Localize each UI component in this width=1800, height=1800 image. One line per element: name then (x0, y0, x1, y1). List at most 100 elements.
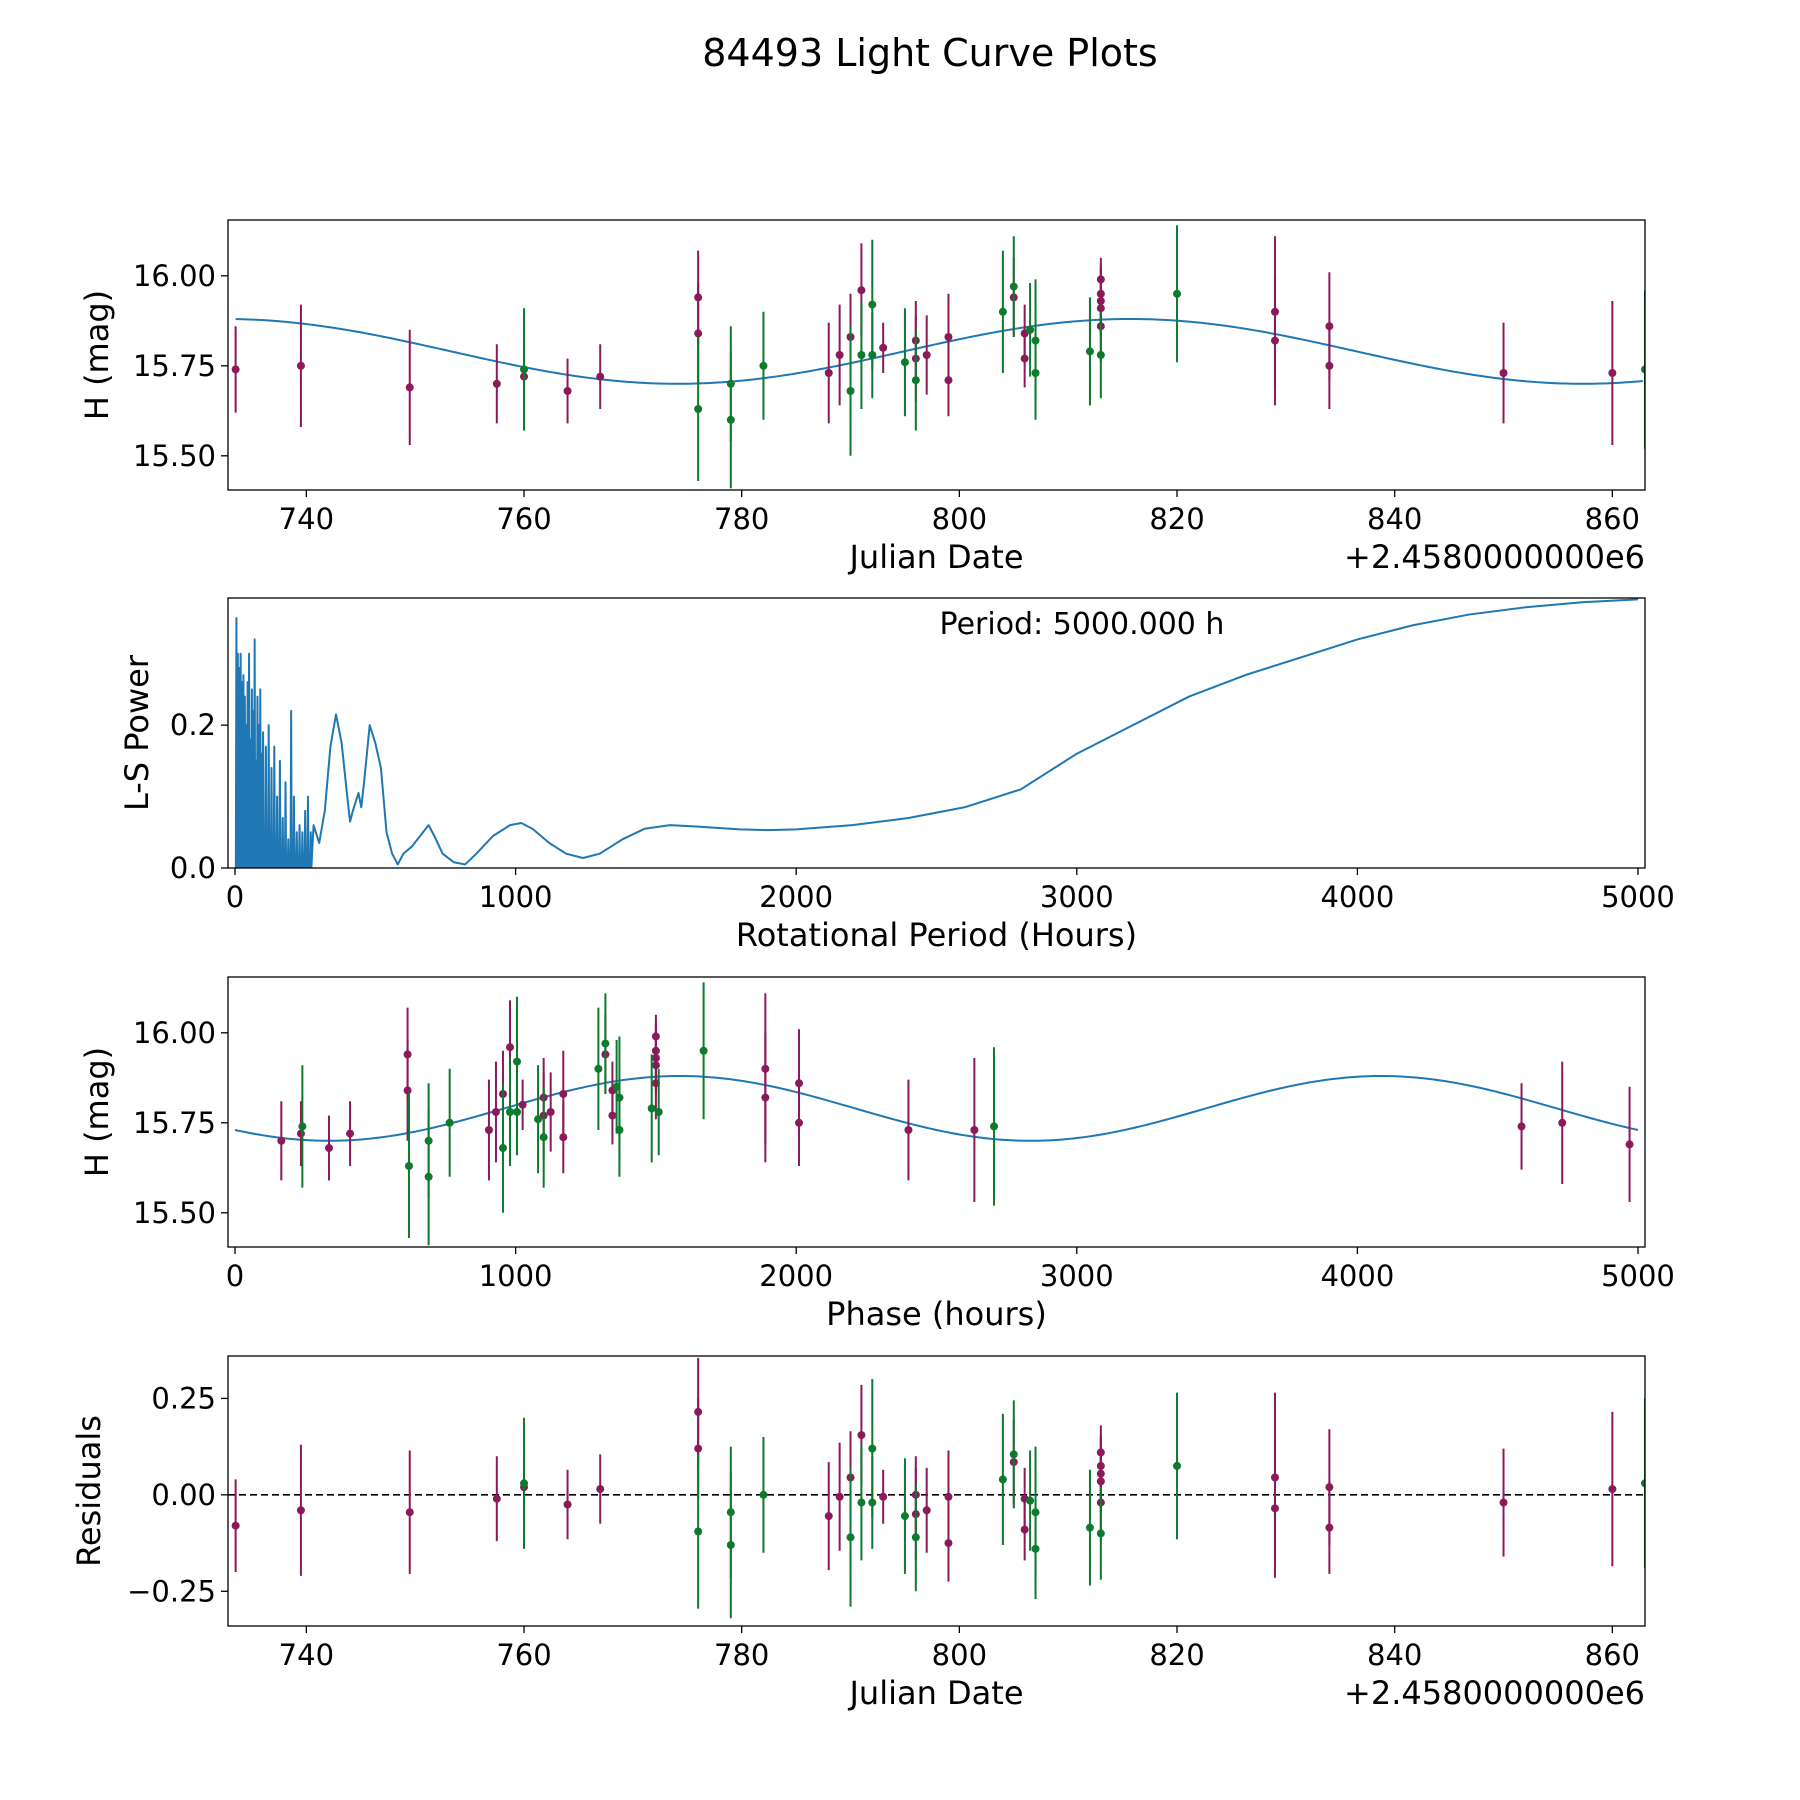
phased-data-point (513, 1058, 521, 1066)
residuals-data-point (694, 1528, 702, 1536)
residuals-xtick-label: 780 (714, 1638, 769, 1672)
residuals-data-point (1173, 1462, 1181, 1470)
phased-xtick-label: 1000 (479, 1259, 553, 1293)
periodogram-ytick-label: 0.2 (170, 708, 216, 742)
residuals-data-point (1026, 1497, 1034, 1505)
residuals-data-point (857, 1499, 865, 1507)
residuals-xtick-label: 840 (1367, 1638, 1422, 1672)
lightcurve-data-point (1032, 369, 1040, 377)
phased-data-point (499, 1144, 507, 1152)
phased-ytick-label: 16.00 (133, 1016, 216, 1050)
phased-data-point (1558, 1119, 1566, 1127)
lightcurve-model-curve (236, 319, 1643, 384)
phased-model-curve (235, 1076, 1638, 1141)
lightcurve-xtick-label: 820 (1149, 502, 1204, 536)
periodogram-xlabel: Rotational Period (Hours) (736, 916, 1137, 954)
lightcurve-ytick-label: 15.75 (133, 349, 216, 383)
lightcurve-data-point (1086, 347, 1094, 355)
lightcurve-maroon-series (232, 236, 1617, 445)
lightcurve-data-point (232, 365, 240, 373)
residuals-data-point (232, 1522, 240, 1530)
phased-data-point (559, 1090, 567, 1098)
phased-data-point (1626, 1140, 1634, 1148)
residuals-data-point (868, 1499, 876, 1507)
periodogram-curve (235, 599, 1638, 868)
lightcurve-data-point (727, 416, 735, 424)
phased-data-point (540, 1133, 548, 1141)
periodogram-xtick-label: 1000 (479, 880, 553, 914)
lightcurve-data-point (1173, 290, 1181, 298)
phased-data-point (485, 1126, 493, 1134)
residuals-data-point (1325, 1524, 1333, 1532)
residuals-data-point (1021, 1526, 1029, 1534)
phased-data-point (594, 1065, 602, 1073)
residuals-data-point (727, 1541, 735, 1549)
residuals-data-point (825, 1512, 833, 1520)
periodogram-xtick-label: 3000 (1040, 880, 1114, 914)
residuals-data-point (836, 1493, 844, 1501)
residuals-xtick-label: 860 (1585, 1638, 1640, 1672)
residuals-data-point (406, 1508, 414, 1516)
residuals-data-point (520, 1479, 528, 1487)
lightcurve-data-point (694, 329, 702, 337)
phased-data-point (655, 1108, 663, 1116)
periodogram-plot-area (235, 599, 1638, 868)
residuals-data-point (879, 1493, 887, 1501)
lightcurve-xtick-label: 780 (714, 502, 769, 536)
lightcurve-data-point (912, 376, 920, 384)
lightcurve-plot-area (232, 225, 1649, 488)
residuals-green-series (520, 1379, 1649, 1618)
phased-data-point (506, 1043, 514, 1051)
phased-xlabel: Phase (hours) (826, 1295, 1047, 1333)
residuals-data-point (1097, 1529, 1105, 1537)
lightcurve-data-point (847, 387, 855, 395)
residuals-data-point (1010, 1450, 1018, 1458)
phased-frame (228, 977, 1645, 1247)
lightcurve-data-point (836, 351, 844, 359)
residuals-offset-label: +2.4580000000e6 (1344, 1674, 1645, 1712)
lightcurve-data-point (1271, 337, 1279, 345)
lightcurve-data-point (596, 373, 604, 381)
lightcurve-xtick-label: 740 (279, 502, 334, 536)
periodogram-frame (228, 598, 1645, 868)
phased-green-series (298, 982, 998, 1245)
phased-xtick-label: 5000 (1601, 1259, 1675, 1293)
phased-data-point (608, 1112, 616, 1120)
phased-data-point (990, 1122, 998, 1130)
lightcurve-xtick-label: 840 (1367, 502, 1422, 536)
lightcurve-data-point (901, 358, 909, 366)
residuals-data-point (857, 1431, 865, 1439)
phased-data-point (405, 1162, 413, 1170)
figure-title: 84493 Light Curve Plots (702, 31, 1157, 75)
residuals-data-point (1500, 1499, 1508, 1507)
lightcurve-data-point (759, 362, 767, 370)
phased-data-point (547, 1108, 555, 1116)
lightcurve-data-point (1021, 355, 1029, 363)
lightcurve-data-point (1325, 362, 1333, 370)
periodogram-xtick-label: 4000 (1320, 880, 1394, 914)
phased-data-point (534, 1115, 542, 1123)
light-curve-figure: 84493 Light Curve Plots 7407607808008208… (0, 0, 1800, 1800)
residuals-data-point (596, 1485, 604, 1493)
phased-data-point (700, 1047, 708, 1055)
lightcurve-data-point (999, 308, 1007, 316)
phased-ytick-label: 15.75 (133, 1106, 216, 1140)
lightcurve-panel: 74076078080082084086015.5015.7516.00Juli… (78, 220, 1649, 576)
lightcurve-ytick-label: 15.50 (133, 439, 216, 473)
lightcurve-data-point (1097, 351, 1105, 359)
lightcurve-xtick-label: 860 (1585, 502, 1640, 536)
phased-maroon-series (277, 993, 1633, 1202)
residuals-ylabel: Residuals (70, 1415, 108, 1567)
phased-xtick-label: 4000 (1320, 1259, 1394, 1293)
phased-data-point (425, 1173, 433, 1181)
residuals-data-point (923, 1506, 931, 1514)
lightcurve-offset-label: +2.4580000000e6 (1344, 538, 1645, 576)
residuals-data-point (759, 1491, 767, 1499)
phased-data-point (904, 1126, 912, 1134)
periodogram-ylabel: L-S Power (118, 654, 156, 811)
phased-plot-area (235, 982, 1638, 1245)
residuals-data-point (901, 1512, 909, 1520)
phased-xtick-label: 0 (226, 1259, 244, 1293)
lightcurve-data-point (923, 351, 931, 359)
phased-data-point (492, 1108, 500, 1116)
